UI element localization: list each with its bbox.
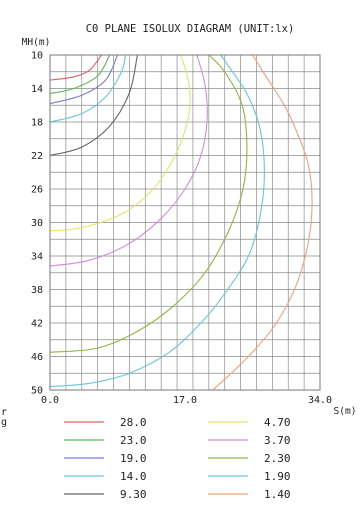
y-tick-label: 18 — [31, 118, 43, 129]
y-tick-label: 46 — [31, 352, 43, 363]
side-label: r — [1, 407, 7, 418]
x-tick-label: 34.0 — [308, 395, 332, 406]
legend-label: 9.30 — [120, 488, 147, 501]
legend-label: 1.90 — [264, 470, 291, 483]
y-tick-label: 38 — [31, 285, 43, 296]
y-tick-labels: 10 14 18 22 26 30 34 38 42 46 50 — [31, 51, 43, 397]
y-tick-label: 26 — [31, 185, 43, 196]
isolux-curves — [49, 54, 313, 391]
isolux-curve-9.30 — [49, 54, 138, 157]
y-tick-label: 22 — [31, 151, 43, 162]
isolux-curve-1.40 — [212, 54, 313, 391]
legend-label: 1.40 — [264, 488, 291, 501]
isolux-curve-14.0 — [49, 54, 126, 123]
legend-label: 14.0 — [120, 470, 147, 483]
legend-label: 23.0 — [120, 434, 147, 447]
y-tick-label: 34 — [31, 252, 43, 263]
isolux-curve-1.90 — [49, 54, 265, 388]
legend-label: 3.70 — [264, 434, 291, 447]
side-label: g — [1, 417, 7, 428]
legend-label: 28.0 — [120, 416, 147, 429]
legend-label: 4.70 — [264, 416, 291, 429]
x-tick-label: 17.0 — [173, 395, 197, 406]
legend-label: 19.0 — [120, 452, 147, 465]
y-tick-label: 30 — [31, 218, 43, 229]
legend: 28.0 23.0 19.0 14.0 9.30 4.70 3.70 2.30 1.90 1.40 — [64, 416, 291, 501]
x-axis-title: S(m) — [334, 406, 357, 417]
x-tick-label: 0.0 — [41, 395, 59, 406]
y-tick-label: 50 — [31, 386, 43, 397]
legend-label: 2.30 — [264, 452, 291, 465]
isolux-curve-23.0 — [49, 54, 111, 95]
chart-title: C0 PLANE ISOLUX DIAGRAM (UNIT:lx) — [86, 23, 295, 35]
side-labels: rg — [1, 407, 7, 428]
x-tick-labels: 0.0 17.0 34.0 — [41, 395, 332, 406]
grid — [50, 55, 320, 390]
y-tick-label: 42 — [31, 319, 43, 330]
isolux-curve-19.0 — [49, 54, 119, 105]
isolux-curve-3.70 — [49, 54, 208, 267]
y-axis-title: MH(m) — [22, 37, 51, 48]
isolux-curve-2.30 — [49, 54, 248, 353]
isolux-curve-28.0 — [49, 54, 103, 81]
y-tick-label: 10 — [31, 51, 43, 62]
isolux-curve-4.70 — [49, 54, 191, 232]
plot-frame — [49, 54, 321, 391]
y-tick-label: 14 — [31, 84, 43, 95]
